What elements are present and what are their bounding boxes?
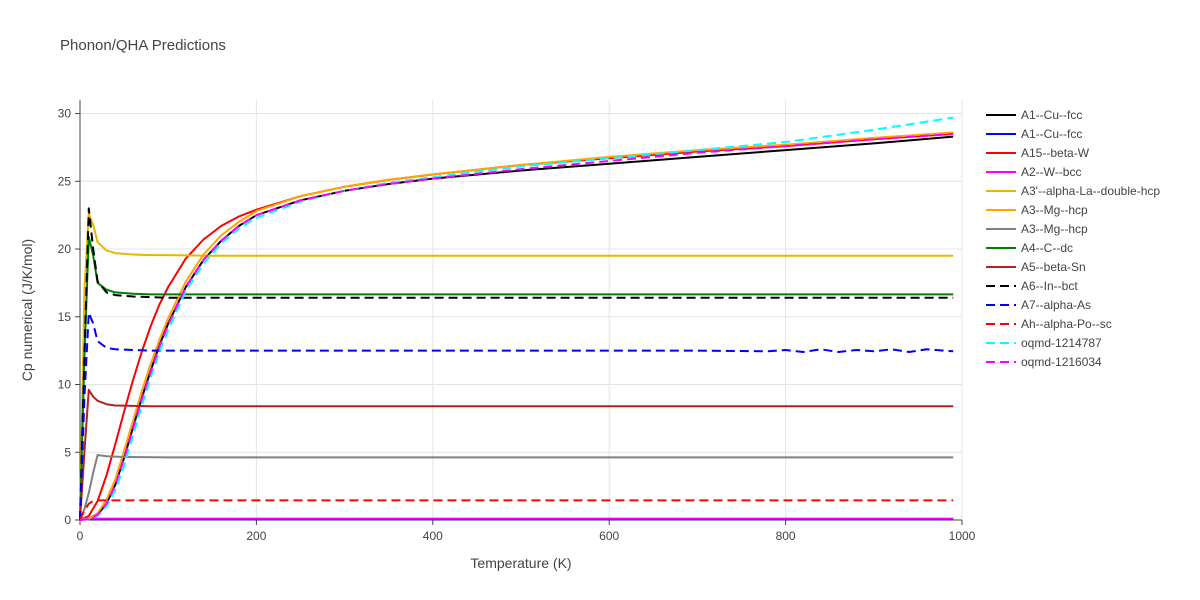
legend: A1--Cu--fcc A1--Cu--fcc A15--beta-W A2--W--… bbox=[986, 108, 1160, 369]
legend-item[interactable]: A1--Cu--fcc bbox=[986, 127, 1082, 141]
legend-item[interactable]: A5--beta-Sn bbox=[986, 260, 1086, 274]
x-axis-title: Temperature (K) bbox=[470, 555, 571, 571]
series-line-6 bbox=[79, 131, 954, 521]
series-line-9 bbox=[79, 388, 954, 521]
legend-label: oqmd-1216034 bbox=[1021, 355, 1102, 369]
legend-label: oqmd-1214787 bbox=[1021, 336, 1102, 350]
y-tick-labels: 0 5 10 15 20 25 30 bbox=[58, 107, 80, 527]
y-tick-label: 30 bbox=[58, 107, 72, 121]
x-tick-label: 600 bbox=[599, 529, 619, 543]
series-line-1 bbox=[79, 135, 954, 521]
legend-item[interactable]: A4--C--dc bbox=[986, 241, 1073, 255]
x-tick-label: 400 bbox=[423, 529, 443, 543]
series-line-11 bbox=[79, 311, 954, 521]
x-tick-label: 0 bbox=[77, 529, 84, 543]
series-line-3 bbox=[79, 132, 954, 521]
series-line-8 bbox=[79, 235, 954, 521]
legend-label: A3'--alpha-La--double-hcp bbox=[1021, 184, 1160, 198]
legend-item[interactable]: A15--beta-W bbox=[986, 146, 1090, 160]
legend-label: A1--Cu--fcc bbox=[1021, 108, 1082, 122]
y-tick-label: 10 bbox=[58, 378, 72, 392]
legend-label: A3--Mg--hcp bbox=[1021, 222, 1088, 236]
legend-label: A7--alpha-As bbox=[1021, 298, 1091, 312]
legend-label: A15--beta-W bbox=[1021, 146, 1090, 160]
series-layer bbox=[79, 116, 954, 521]
legend-item[interactable]: A3'--alpha-La--double-hcp bbox=[986, 184, 1160, 198]
x-tick-labels: 0 200 400 600 800 1000 bbox=[77, 520, 976, 543]
legend-label: A1--Cu--fcc bbox=[1021, 127, 1082, 141]
legend-item[interactable]: oqmd-1214787 bbox=[986, 336, 1102, 350]
legend-label: Ah--alpha-Po--sc bbox=[1021, 317, 1112, 331]
legend-item[interactable]: A6--In--bct bbox=[986, 279, 1078, 293]
y-tick-label: 20 bbox=[58, 242, 72, 256]
series-line-13 bbox=[79, 116, 954, 521]
x-tick-label: 800 bbox=[776, 529, 796, 543]
legend-item[interactable]: A3--Mg--hcp bbox=[986, 222, 1088, 236]
legend-label: A2--W--bcc bbox=[1021, 165, 1081, 179]
legend-item[interactable]: A1--Cu--fcc bbox=[986, 108, 1082, 122]
series-line-12 bbox=[79, 499, 954, 521]
y-axis-title: Cp numerical (J/K/mol) bbox=[19, 239, 35, 381]
legend-label: A3--Mg--hcp bbox=[1021, 203, 1088, 217]
legend-item[interactable]: Ah--alpha-Po--sc bbox=[986, 317, 1112, 331]
y-tick-label: 25 bbox=[58, 174, 72, 188]
series-line-10 bbox=[79, 207, 954, 521]
y-tick-label: 5 bbox=[64, 445, 71, 459]
y-tick-label: 15 bbox=[58, 310, 72, 324]
y-tick-label: 0 bbox=[64, 513, 71, 527]
legend-item[interactable]: oqmd-1216034 bbox=[986, 355, 1102, 369]
legend-label: A6--In--bct bbox=[1021, 279, 1078, 293]
grid-layer bbox=[80, 100, 963, 520]
legend-item[interactable]: A2--W--bcc bbox=[986, 165, 1081, 179]
legend-label: A5--beta-Sn bbox=[1021, 260, 1086, 274]
series-line-14 bbox=[79, 132, 954, 521]
x-tick-label: 1000 bbox=[949, 529, 976, 543]
legend-label: A4--C--dc bbox=[1021, 241, 1073, 255]
legend-item[interactable]: A3--Mg--hcp bbox=[986, 203, 1088, 217]
x-tick-label: 200 bbox=[246, 529, 266, 543]
series-line-5 bbox=[79, 212, 954, 521]
chart-title: Phonon/QHA Predictions bbox=[60, 37, 226, 54]
series-line-7 bbox=[79, 454, 954, 521]
legend-item[interactable]: A7--alpha-As bbox=[986, 298, 1091, 312]
